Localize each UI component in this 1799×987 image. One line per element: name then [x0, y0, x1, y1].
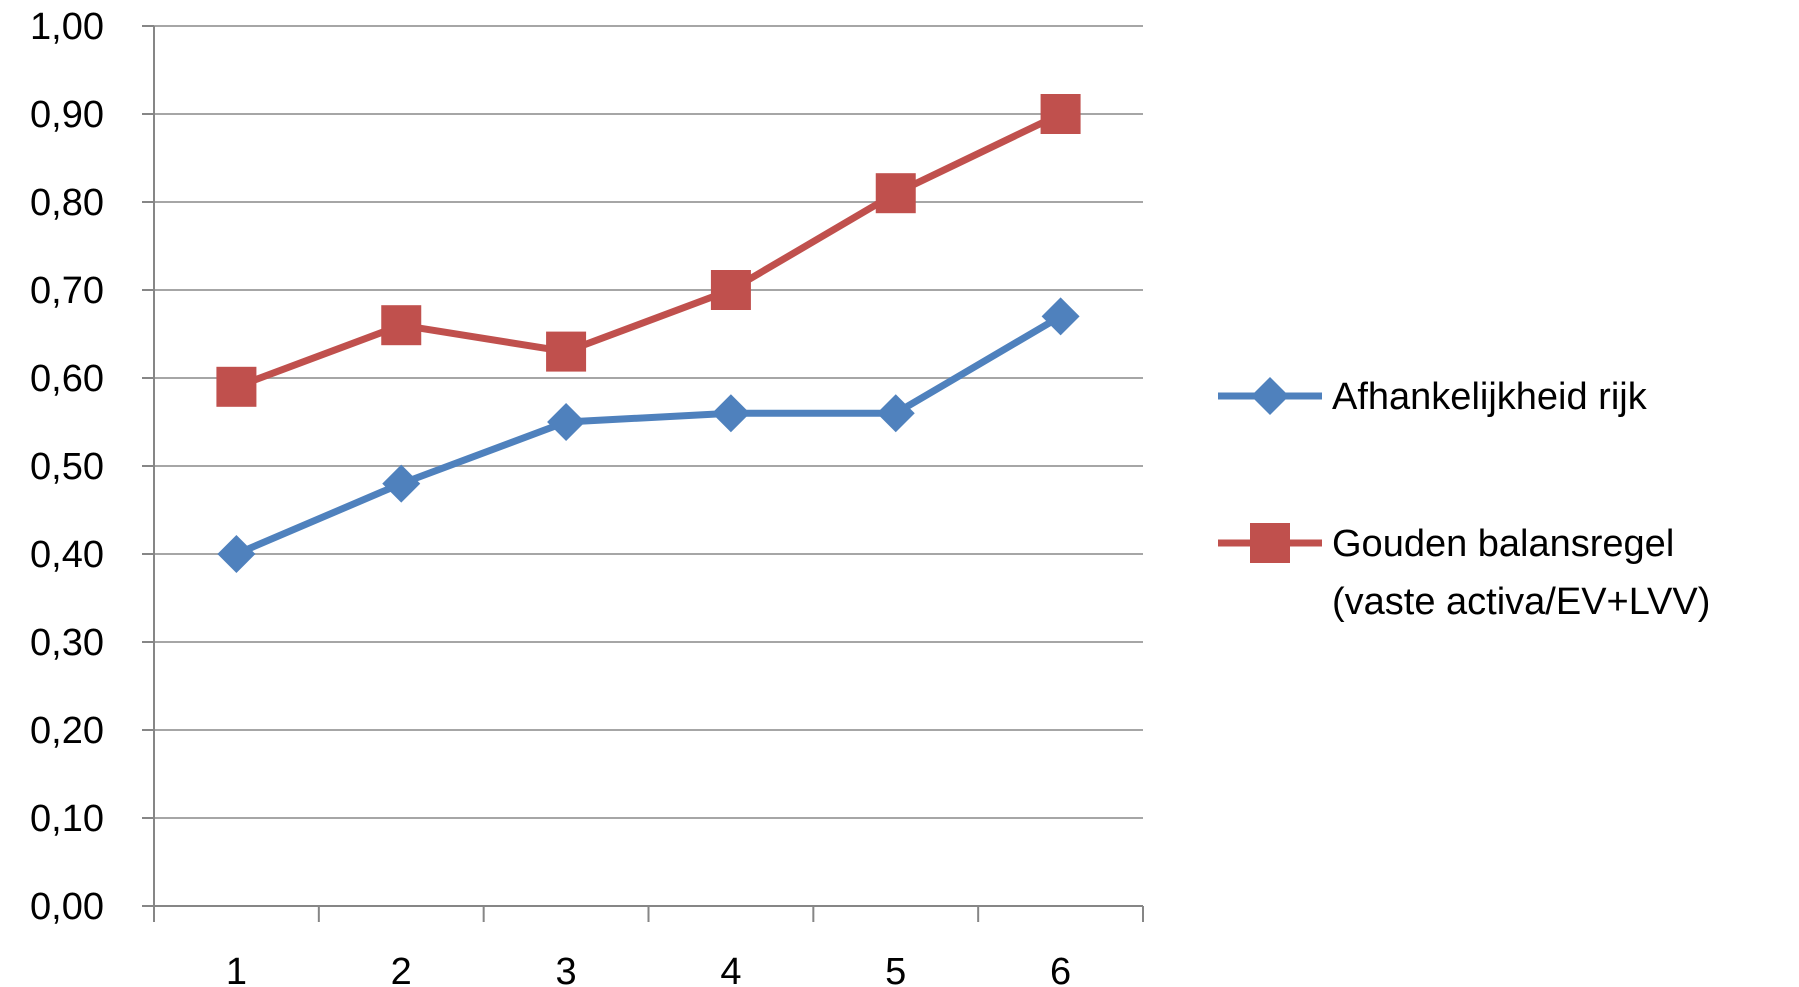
legend: Afhankelijkheid rijk Gouden balansregel (v…	[1218, 376, 1710, 623]
x-tick-label: 1	[226, 951, 247, 987]
data-point	[216, 366, 257, 407]
data-point	[1041, 297, 1080, 336]
data-point	[547, 403, 586, 441]
x-tick-label: 6	[1050, 951, 1071, 987]
y-tick-label: 0,90	[30, 94, 104, 136]
y-tick-label: 0,60	[30, 358, 104, 400]
x-tick-label: 5	[885, 951, 906, 987]
data-point	[711, 394, 750, 433]
data-point	[710, 270, 751, 310]
data-point	[876, 394, 915, 433]
legend-marker	[1251, 377, 1289, 415]
legend-entry: Gouden balansregel (vaste activa/EV+LVV)	[1218, 523, 1710, 623]
x-tick-label: 4	[720, 951, 741, 987]
y-tick-label: 0,80	[30, 182, 104, 224]
legend-entry: Afhankelijkheid rijk	[1218, 376, 1648, 418]
x-tick-label: 2	[391, 951, 412, 987]
data-point	[546, 331, 587, 372]
legend-label: Gouden balansregel (vaste activa/EV+LVV)	[1332, 523, 1710, 623]
x-tick-label: 3	[556, 951, 577, 987]
series-2	[216, 94, 1081, 407]
series-line	[235, 110, 1063, 391]
axes	[142, 25, 1144, 922]
legend-label: Afhankelijkheid rijk	[1332, 376, 1648, 418]
legend-label-line: (vaste activa/EV+LVV)	[1332, 581, 1710, 623]
y-tick-label: 0,50	[30, 446, 104, 488]
y-tick-label: 0,70	[30, 270, 104, 312]
data-point	[381, 305, 422, 346]
series-1	[217, 297, 1080, 573]
y-tick-label: 0,40	[30, 534, 104, 576]
data-point	[1040, 94, 1081, 134]
x-axis-tick-labels: 1 2 3 4 5 6	[226, 951, 1071, 987]
series-layer	[216, 94, 1081, 573]
y-tick-label: 1,00	[30, 6, 104, 48]
gridlines	[154, 25, 1143, 819]
data-point	[875, 173, 916, 214]
y-tick-label: 0,20	[30, 710, 104, 752]
series-line	[235, 313, 1063, 558]
legend-label-line: Afhankelijkheid rijk	[1332, 376, 1648, 418]
data-point	[217, 535, 256, 573]
legend-label-line: Gouden balansregel	[1332, 523, 1674, 565]
y-tick-label: 0,30	[30, 622, 104, 664]
y-axis-tick-labels: 0,00 0,10 0,20 0,30 0,40 0,50 0,60 0,70 0,80 0,90…	[30, 6, 104, 928]
data-point	[382, 464, 421, 503]
y-tick-label: 0,10	[30, 798, 104, 840]
legend-marker	[1250, 523, 1290, 563]
y-tick-label: 0,00	[30, 886, 104, 928]
